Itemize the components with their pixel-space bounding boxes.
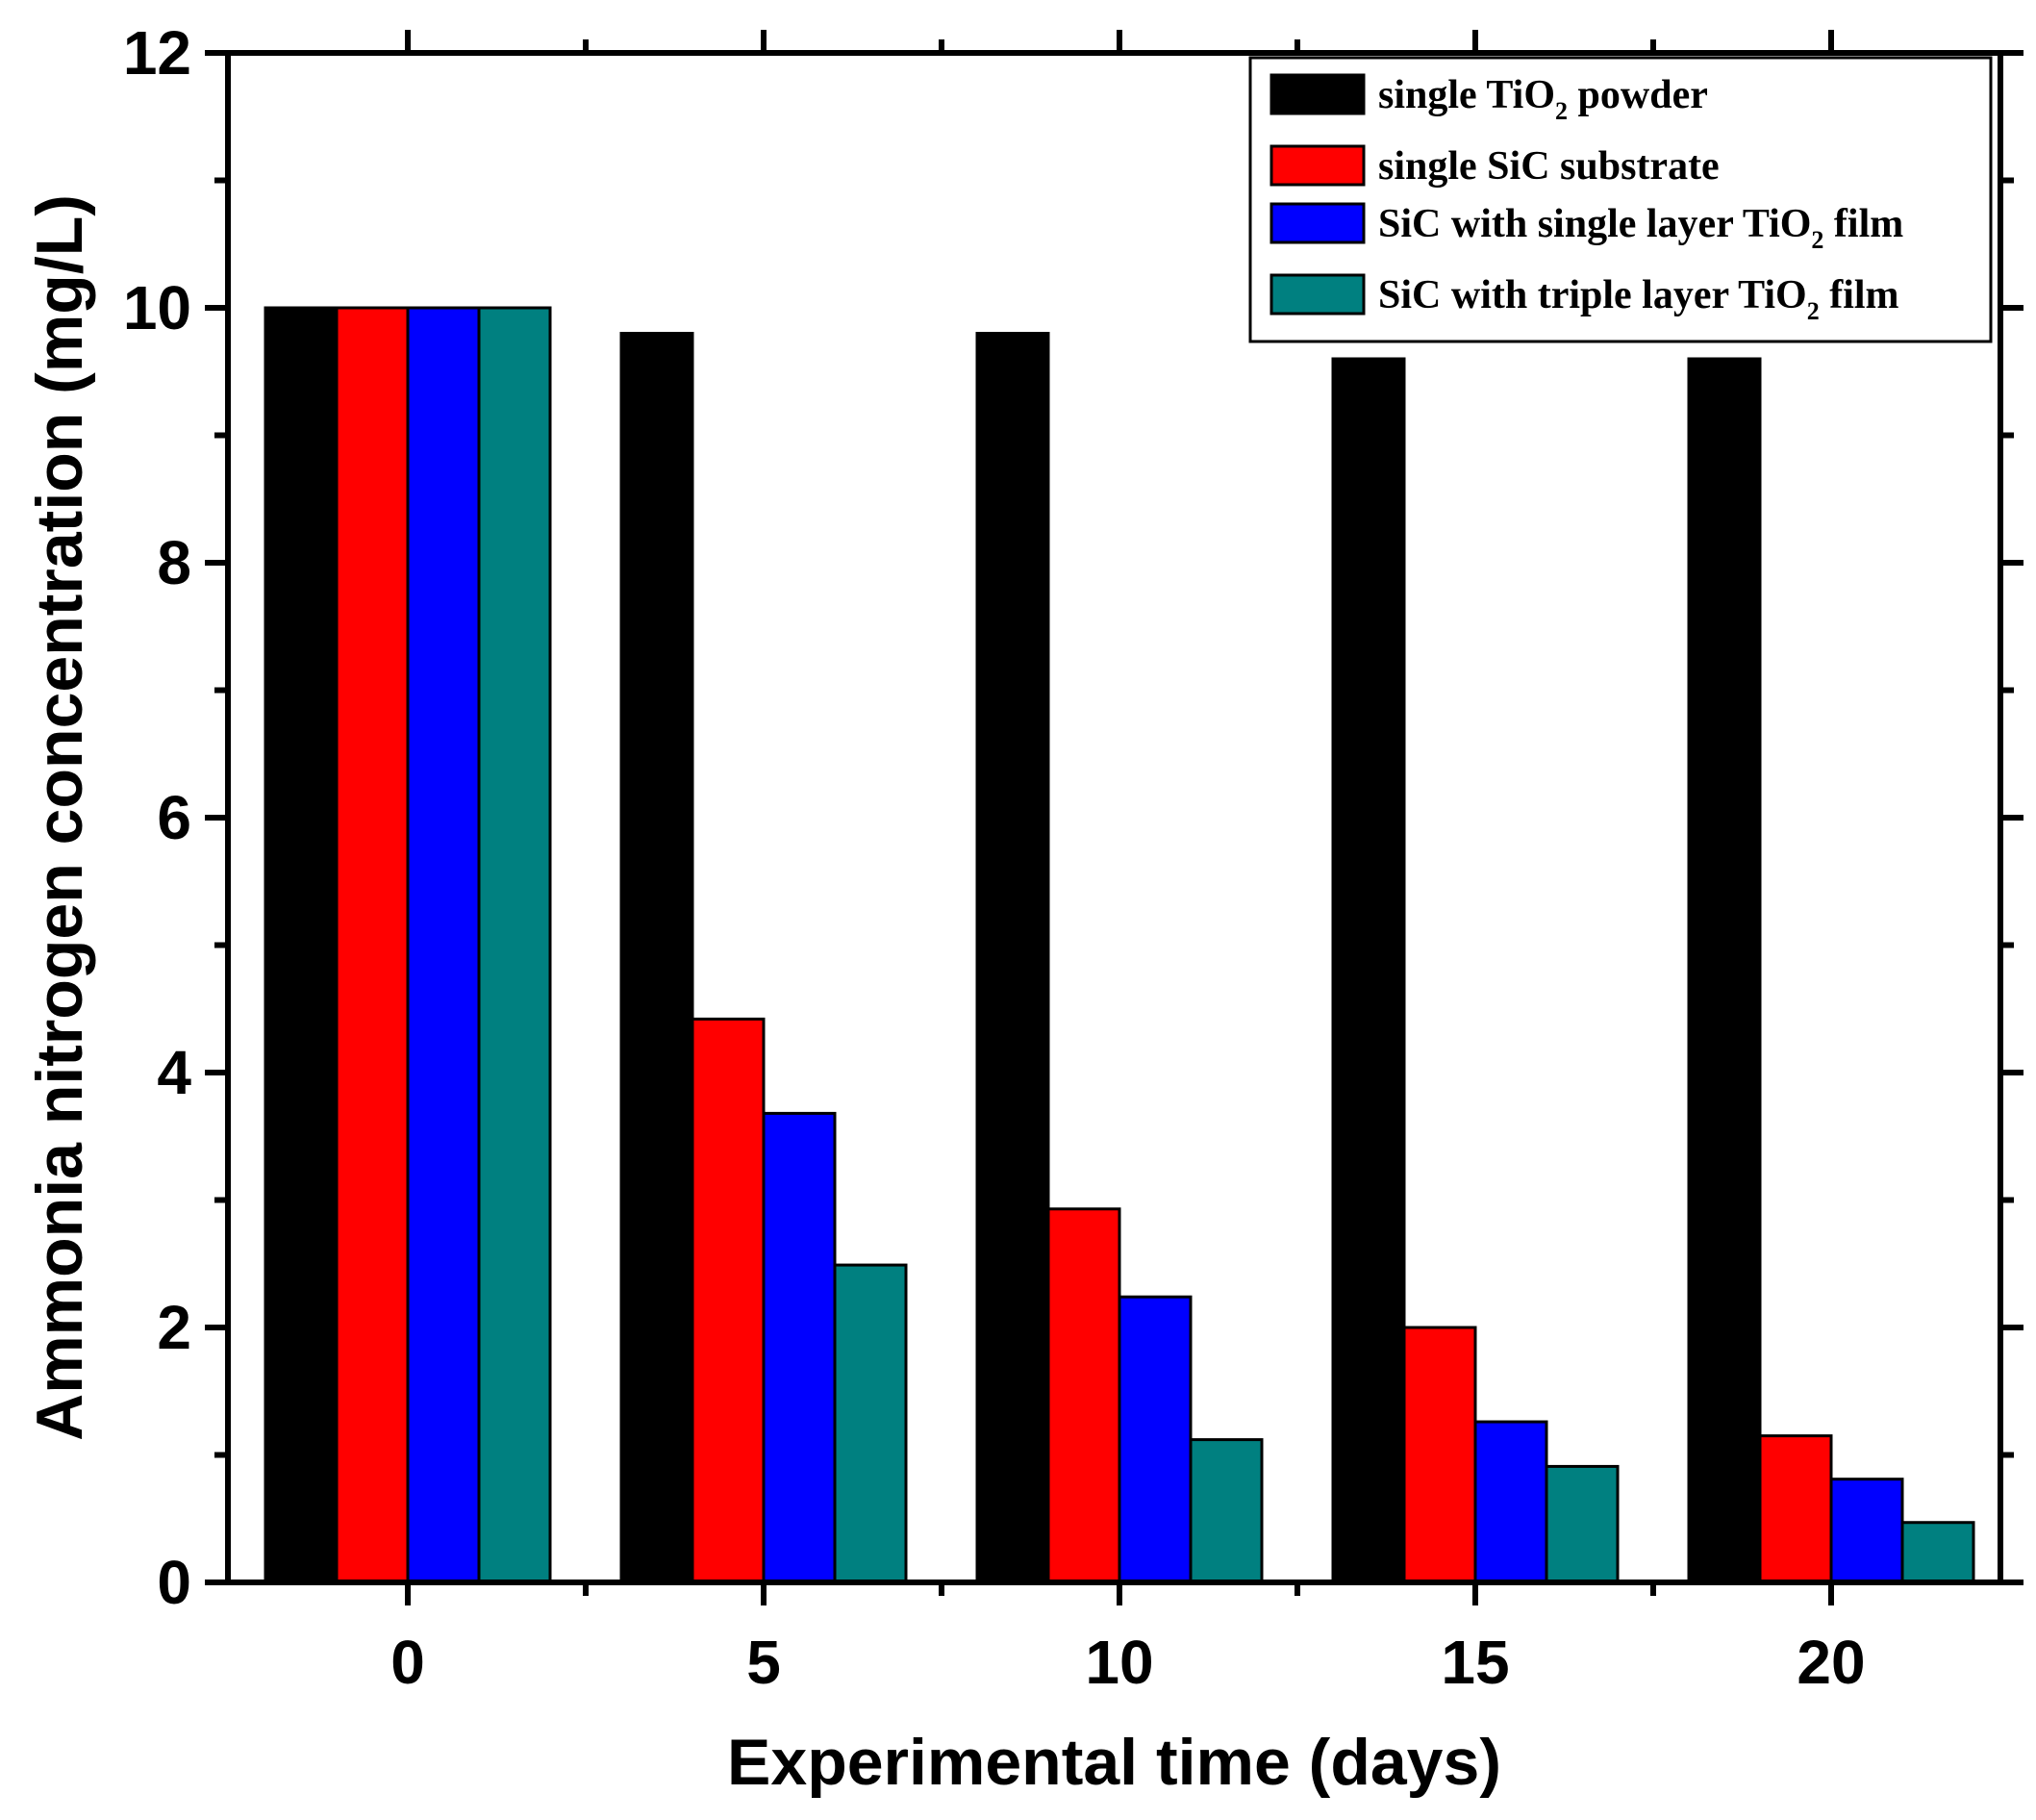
bar-3-1 [1402,1326,1477,1584]
bar-1-2 [762,1111,837,1584]
legend-box [1248,56,1993,343]
bar-2-0 [975,332,1050,1584]
y-tick-label: 2 [157,1293,191,1362]
x-tick-label: 15 [1441,1628,1509,1697]
legend-label: SiC with single layer TiO2 film [1378,202,1903,254]
bar-2-3 [1189,1438,1264,1584]
bar-0-2 [406,306,481,1584]
y-tick-label: 0 [157,1548,191,1617]
legend-swatch [1269,273,1366,316]
legend-swatch [1269,144,1366,187]
legend-label: SiC with triple layer TiO2 film [1378,273,1899,325]
legend-label: single TiO2 powder [1378,73,1708,125]
legend: single TiO2 powder single SiC substrate Si… [1248,56,1993,343]
y-tick-label: 6 [157,783,191,852]
legend-label: single SiC substrate [1378,144,1720,189]
bar-1-3 [833,1263,908,1584]
bar-4-3 [1900,1521,1975,1584]
y-tick-label: 8 [157,528,191,597]
bar-3-3 [1545,1464,1620,1584]
x-tick-label: 10 [1085,1628,1153,1697]
bar-3-0 [1331,357,1406,1584]
axis-ticks [205,30,2023,1605]
x-tick-label: 5 [746,1628,781,1697]
bars-layer [264,306,1975,1584]
bar-2-2 [1118,1295,1193,1584]
x-tick-label: 0 [390,1628,425,1697]
bar-1-1 [691,1017,766,1584]
bar-0-0 [264,306,339,1584]
bar-2-1 [1046,1207,1121,1584]
x-tick-label: 20 [1797,1628,1865,1697]
bar-4-1 [1758,1434,1833,1584]
bar-0-3 [477,306,552,1584]
bar-4-2 [1829,1478,1904,1584]
legend-swatch [1269,202,1366,244]
y-axis-title: Ammonia nitrogen concentration (mg/L) [23,194,96,1441]
x-tick-labels: 0 5 10 15 20 [390,1628,1865,1697]
bar-3-2 [1473,1420,1548,1584]
x-axis-title: Experimental time (days) [727,1726,1501,1799]
bar-4-0 [1687,357,1762,1584]
y-tick-labels: 0 2 4 6 8 10 12 [123,18,192,1617]
y-tick-label: 12 [123,18,191,88]
bar-1-0 [619,332,694,1584]
y-tick-label: 4 [157,1038,191,1107]
y-tick-label: 10 [123,273,191,342]
bar-0-1 [335,306,410,1584]
legend-swatch [1269,73,1366,115]
